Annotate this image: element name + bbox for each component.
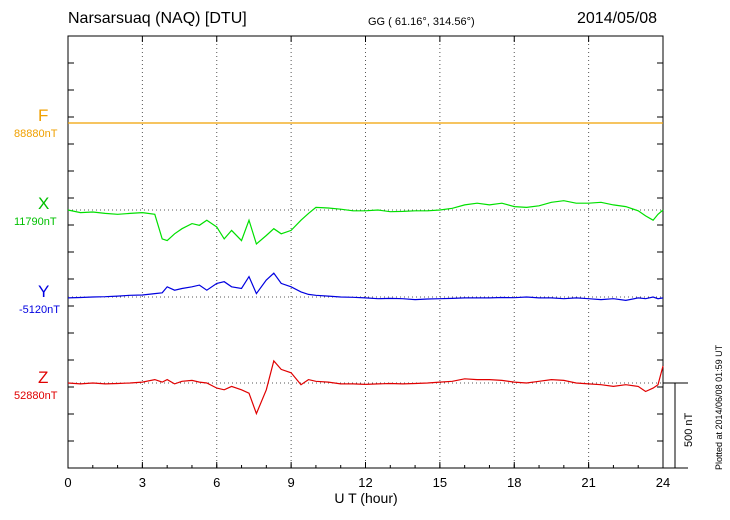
- station-title: Narsarsuaq (NAQ) [DTU]: [68, 10, 247, 27]
- x-tick-label: 12: [358, 475, 372, 490]
- baseline-y: -5120nT: [19, 304, 60, 316]
- series-line-z: [67, 359, 664, 416]
- x-tick-label: 24: [656, 475, 670, 490]
- baseline-x: 11790nT: [14, 216, 57, 228]
- x-tick-label: 15: [433, 475, 447, 490]
- baseline-f: 88880nT: [14, 128, 58, 140]
- baseline-z: 52880nT: [14, 390, 58, 402]
- x-tick-label: 9: [288, 475, 295, 490]
- x-axis-label: U T (hour): [334, 490, 397, 506]
- date-label: 2014/05/08: [577, 10, 658, 27]
- series-line-y: [67, 272, 664, 302]
- x-tick-label: 21: [581, 475, 595, 490]
- coordinates: GG ( 61.16°, 314.56°): [368, 16, 475, 28]
- series-label-z: Z: [38, 368, 49, 387]
- x-tick-label: 18: [507, 475, 521, 490]
- series-label-x: X: [38, 194, 50, 213]
- x-tick-label: 3: [139, 475, 146, 490]
- x-tick-label: 6: [213, 475, 220, 490]
- scale-label: 500 nT: [683, 412, 695, 447]
- scale-bar: [663, 382, 688, 469]
- series-label-f: F: [38, 106, 49, 125]
- series-line-x: [67, 200, 664, 246]
- x-tick-label: 0: [64, 475, 71, 490]
- series-label-y: Y: [38, 282, 50, 301]
